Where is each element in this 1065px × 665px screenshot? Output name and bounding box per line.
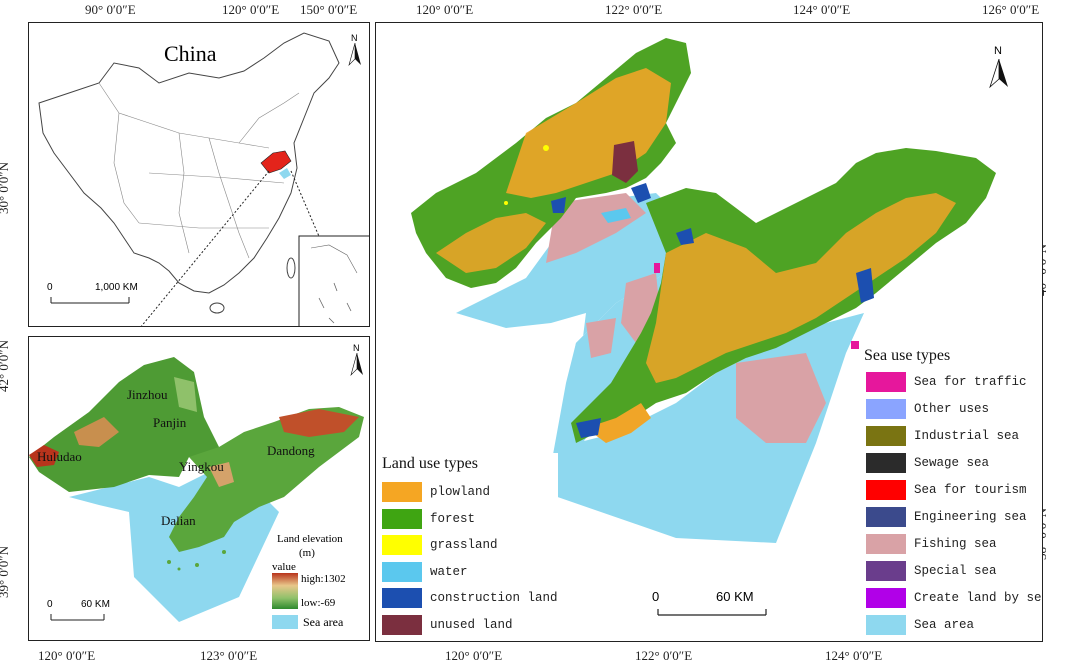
main-tick-bottom-120: 120° 0′0″E (445, 648, 503, 663)
elevation-legend-low: low:-69 (301, 597, 336, 609)
bottom-north-arrow-icon: N (349, 343, 365, 377)
elevation-legend-sea: Sea area (303, 615, 344, 629)
main-tick-top-124: 124° 0′0″E (793, 2, 851, 17)
city-yingkou: Yingkou (179, 459, 224, 474)
sea-use-legend-item: Sea for traffic (866, 371, 1027, 393)
sea-use-legend-label: Other uses (914, 402, 990, 416)
sea-use-legend-label: Fishing sea (914, 537, 997, 551)
land-use-legend-label: grassland (430, 538, 498, 552)
land-use-legend-item: construction land (382, 587, 558, 609)
top-inset-tick-lon-90: 90° 0′0″E (85, 2, 136, 17)
sea-use-legend-label: Sea for traffic (914, 375, 1027, 389)
city-dalian: Dalian (161, 513, 196, 528)
bottom-inset-tick-lat-39: 39° 0′0″N (0, 545, 12, 599)
china-title: China (164, 41, 217, 66)
sea-use-legend-item: Industrial sea (866, 425, 1019, 447)
land-use-legend-label: plowland (430, 485, 491, 499)
sea-use-legend-swatch (866, 615, 906, 635)
sea-use-legend-label: Sea area (914, 618, 975, 632)
land-use-legend-item: plowland (382, 481, 490, 503)
sea-use-legend-swatch (866, 534, 906, 554)
elevation-map (29, 357, 364, 629)
sea-use-legend-item: Other uses (866, 398, 989, 420)
sea-use-legend-swatch (866, 399, 906, 419)
elevation-legend-high: high:1302 (301, 573, 346, 585)
top-inset-tick-lat-30: 30° 0′0″N (0, 161, 12, 215)
bottom-inset-tick-lon-120: 120° 0′0″E (38, 648, 96, 663)
bottom-scale-end: 60 KM (81, 599, 110, 610)
top-inset-tick-lon-120: 120° 0′0″E (222, 2, 280, 17)
top-scale-start: 0 (47, 282, 53, 293)
sea-use-legend-swatch (866, 426, 906, 446)
sea-use-legend-label: Special sea (914, 564, 997, 578)
elevation-legend-unit: (m) (299, 547, 315, 559)
main-tick-top-126: 126° 0′0″E (982, 2, 1040, 17)
bottom-scale-start: 0 (47, 599, 53, 610)
sea-use-legend-swatch (866, 507, 906, 527)
sea-use-legend-item: Sea area (866, 614, 974, 636)
land-use-legend-swatch (382, 535, 422, 555)
land-use-legend-label: water (430, 564, 468, 579)
city-jinzhou: Jinzhou (127, 387, 168, 402)
sea-use-legend: Sea use types Sea for traffic Other uses I… (862, 341, 1043, 641)
land-use-legend-item: water (382, 561, 468, 583)
city-dandong: Dandong (267, 443, 315, 458)
main-scale-start: 0 (652, 589, 660, 604)
sea-use-legend-label: Industrial sea (914, 429, 1020, 443)
main-tick-top-122: 122° 0′0″E (605, 2, 663, 17)
sea-use-legend-label: Create land by sea (914, 591, 1043, 605)
sea-use-legend-item: Fishing sea (866, 533, 997, 555)
main-scale-end: 60 KM (716, 589, 754, 604)
land-use-legend-swatch (382, 482, 422, 502)
main-north-arrow-icon: N (988, 45, 1010, 89)
land-use-legend-swatch (382, 508, 422, 529)
land-use-legend-label: construction land (430, 591, 558, 605)
land-sea-use-map (411, 38, 996, 616)
top-scale-end: 1,000 KM (95, 282, 138, 293)
main-tick-bottom-122: 122° 0′0″E (635, 648, 693, 663)
top-inset-tick-lon-150: 150° 0′0″E (300, 2, 358, 17)
elevation-legend-value: value (272, 561, 296, 573)
land-use-legend: Land use types plowland forest grassland wa… (378, 453, 558, 639)
city-panjin: Panjin (153, 415, 187, 430)
sea-use-legend-item: Engineering sea (866, 506, 1027, 528)
sea-use-legend-swatch (866, 480, 906, 500)
sea-use-legend-item: Sea for tourism (866, 479, 1027, 501)
top-north-arrow-icon: N (347, 33, 363, 67)
sea-use-legend-item: Create land by sea (866, 587, 1043, 609)
sea-use-legend-label: Sewage sea (914, 456, 990, 470)
bottom-inset-tick-lat-42: 42° 0′0″N (0, 339, 12, 393)
china-outline (38, 32, 369, 326)
elevation-legend-title: Land elevation (277, 533, 343, 545)
land-use-legend-item: forest (382, 508, 475, 530)
sea-use-legend-swatch (866, 561, 906, 581)
land-use-legend-swatch (382, 561, 422, 582)
sea-use-legend-label: Sea for tourism (914, 483, 1027, 497)
land-use-legend-item: grassland (382, 534, 498, 556)
land-use-legend-title: Land use types (382, 455, 478, 472)
sea-use-legend-swatch (866, 372, 906, 392)
sea-use-legend-swatch (866, 588, 906, 608)
main-tick-bottom-124: 124° 0′0″E (825, 648, 883, 663)
land-use-legend-swatch (382, 588, 422, 608)
land-use-legend-label: forest (430, 511, 476, 526)
sea-use-legend-item: Special sea (866, 560, 997, 582)
city-huludao: Huludao (37, 449, 82, 464)
sea-use-legend-label: Engineering sea (914, 510, 1027, 524)
land-use-legend-swatch (382, 614, 422, 635)
main-land-sea-use-map: 0 60 KM N Land use types plowland forest g… (375, 22, 1043, 642)
sea-use-legend-swatch (866, 453, 906, 473)
sea-use-legend-title: Sea use types (864, 347, 951, 364)
main-tick-top-120: 120° 0′0″E (416, 2, 474, 17)
elevation-inset-map: Jinzhou Panjin Huludao Yingkou Dandong D… (28, 336, 370, 641)
land-use-legend-label: unused land (430, 617, 513, 632)
bottom-inset-tick-lon-123: 123° 0′0″E (200, 648, 258, 663)
sea-use-legend-item: Sewage sea (866, 452, 989, 474)
china-inset-map: China 0 1,000 KM N (28, 22, 370, 327)
land-use-legend-item: unused land (382, 614, 513, 636)
